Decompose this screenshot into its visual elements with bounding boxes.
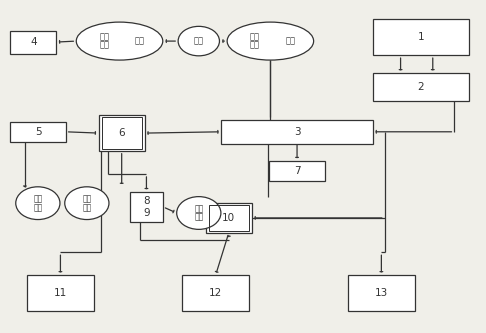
Ellipse shape — [65, 187, 109, 219]
Text: 切换: 切换 — [194, 204, 204, 213]
FancyBboxPatch shape — [11, 122, 66, 142]
Text: 6: 6 — [119, 128, 125, 138]
Text: 检测: 检测 — [286, 37, 295, 46]
FancyBboxPatch shape — [222, 120, 373, 144]
FancyBboxPatch shape — [348, 275, 415, 311]
Text: 指令: 指令 — [82, 203, 91, 212]
Ellipse shape — [76, 22, 163, 60]
Text: 电压: 电压 — [33, 194, 42, 203]
Text: 2: 2 — [417, 82, 424, 92]
Text: 供电: 供电 — [250, 41, 260, 50]
Text: 13: 13 — [375, 288, 388, 298]
FancyBboxPatch shape — [373, 19, 469, 55]
Text: 指令: 指令 — [194, 213, 204, 222]
FancyBboxPatch shape — [269, 161, 325, 181]
Text: 7: 7 — [294, 166, 300, 176]
Text: 停止: 停止 — [250, 33, 260, 42]
FancyBboxPatch shape — [182, 275, 249, 311]
Ellipse shape — [177, 196, 221, 229]
Text: 指令: 指令 — [135, 37, 145, 46]
Text: 1: 1 — [417, 32, 424, 42]
FancyBboxPatch shape — [99, 116, 144, 151]
FancyBboxPatch shape — [27, 275, 94, 311]
Text: 10: 10 — [222, 213, 235, 223]
FancyBboxPatch shape — [11, 31, 56, 54]
Text: 5: 5 — [35, 127, 41, 137]
Ellipse shape — [16, 187, 60, 219]
Text: 8
9: 8 9 — [143, 196, 150, 217]
Text: 延时: 延时 — [194, 37, 204, 46]
FancyBboxPatch shape — [206, 203, 252, 233]
FancyBboxPatch shape — [130, 192, 163, 221]
FancyBboxPatch shape — [373, 73, 469, 101]
Text: 建立: 建立 — [33, 203, 42, 212]
Text: 11: 11 — [54, 288, 67, 298]
Text: 4: 4 — [30, 37, 36, 47]
Text: 12: 12 — [209, 288, 222, 298]
Text: 停止: 停止 — [99, 41, 109, 50]
Text: 切换: 切换 — [82, 194, 91, 203]
Text: 3: 3 — [294, 127, 300, 137]
Ellipse shape — [178, 26, 220, 56]
Ellipse shape — [227, 22, 313, 60]
Text: 启动: 启动 — [99, 33, 109, 42]
